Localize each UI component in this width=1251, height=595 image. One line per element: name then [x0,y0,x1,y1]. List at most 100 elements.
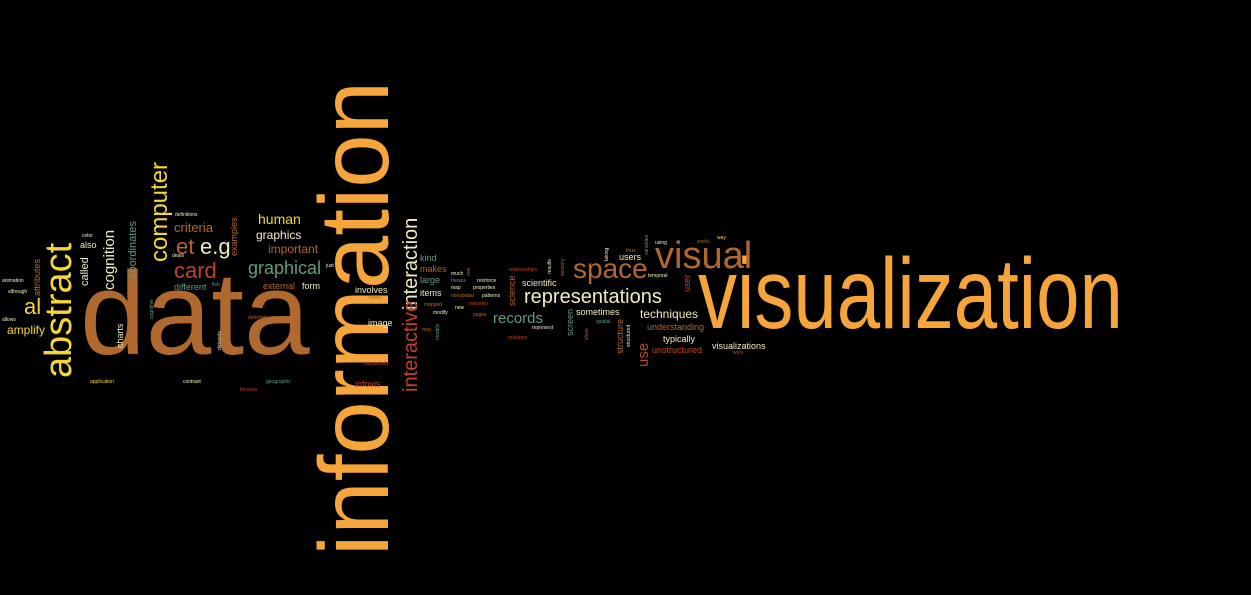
word-thus: thus [626,248,636,254]
word-users: users [619,252,642,262]
word-deals: deals [172,253,184,259]
word-terms: terms [261,292,267,306]
word-allows: allows [2,317,16,323]
word-infovis: infovis [355,379,381,389]
word-interactive: interactive [400,300,422,392]
word-spatial: spatial [596,319,611,325]
word-screen: screen [565,308,575,336]
word-graphical: graphical [248,258,322,278]
word-interactivity: interactivity [364,361,390,367]
word-data: data [80,248,310,380]
word-visualizations: visualizations [712,341,766,351]
word-temporal: temporal [648,273,668,279]
word-results: results [547,259,553,274]
word-one: one [466,267,472,276]
word-amplify: amplify [7,323,46,337]
word-techniques: techniques [640,307,699,321]
word-sometimes: sometimes [576,307,620,317]
word-relations: relations [508,335,527,341]
word-work: work [733,350,744,356]
word-typically: typically [663,334,696,344]
word-may: may [422,327,432,333]
word-means: means [451,278,467,284]
word-large: large [420,275,441,285]
word-sensory: sensory [560,258,566,276]
word-e-g: e.g [200,234,231,259]
word-structure: structure [615,318,625,354]
word-space: space [573,253,648,284]
word-way: way [717,235,726,241]
word-datasets: datasets [217,331,223,350]
word-coordinates: coordinates [127,221,139,278]
word-focuses: focuses [240,387,258,393]
word-mapped: mapped [424,302,443,308]
word-criteria: criteria [174,220,214,235]
word-modify: modify [433,310,448,316]
word-make: make [369,295,382,301]
word-reinforce: reinforce [477,278,497,284]
word-much: much [451,271,464,277]
word-color: color [82,233,93,239]
word-pages: pages [473,312,487,318]
word-external: external [263,281,296,291]
word-important: important [268,242,319,256]
word-unstructured: unstructured [652,345,703,355]
word-variables: variables [644,234,650,255]
word-using: using [655,240,667,246]
word-form: form [302,281,320,291]
word-nonspatial: nonspatial [451,293,474,299]
word-world: world [697,239,709,245]
word-contrast: contrast [183,379,201,385]
word-graphics: graphics [256,228,302,242]
word-also: also [80,240,97,250]
word-visual: visual [655,235,753,277]
word-structured: structured [626,324,632,347]
word-science: science [507,275,517,306]
word-although: although [8,289,28,295]
word-makes: makes [420,264,447,274]
word-show: show [584,328,590,340]
word-called: called [79,257,91,286]
word-deferred: deferred [248,315,267,321]
word-relationships: relationships [509,267,538,273]
word-taking: taking [604,247,610,261]
word-understanding: understanding [647,322,705,332]
word-user: user [682,274,692,292]
word-models: models [435,323,441,340]
word-properties: properties [473,285,496,291]
word-human: human [258,211,301,227]
word-items: items [420,288,442,298]
word-interaction: interaction [400,217,422,310]
word-application: application [90,379,114,385]
word-geographic: geographic [266,379,291,385]
word-image: image [368,318,393,328]
word-examples: examples [229,217,239,256]
word-represent: represent [532,325,554,331]
word-cognitive: cognitive [149,299,155,319]
word-cognition: cognition [101,229,118,290]
word-card: card [174,258,217,283]
word-new: new [455,305,465,311]
word-just: just [326,263,334,269]
word-overview: overview [468,301,488,307]
word-attributes: attributes [32,258,42,296]
word-records: records [493,310,544,327]
word-involves: involves [355,285,388,295]
word-et: et [176,234,195,259]
word-map: map [451,285,461,291]
word-al: al [24,294,42,319]
word-patterns: patterns [482,293,501,299]
word-abstract: abstract [38,242,80,378]
word-fish: fish [212,282,220,288]
word-computer: computer [146,161,173,262]
word-use: use [635,342,652,367]
word-different: different [174,282,207,292]
word-representations: representations [524,286,662,308]
word-charts: charts [115,323,125,348]
word-kind: kind [420,253,437,263]
word-animation: animation [2,278,24,284]
word-visualization: visualization [698,238,1123,350]
word-definitions: definitions [175,212,198,218]
word-scientific: scientific [522,278,557,288]
